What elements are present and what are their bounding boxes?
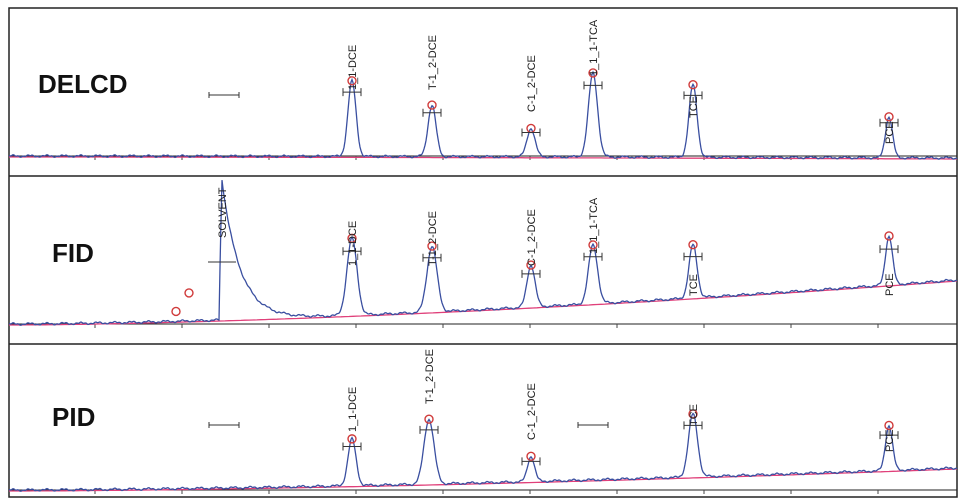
- peak-label: TCE: [688, 274, 700, 296]
- peak-label: 1_1_1-TCA: [588, 19, 600, 76]
- peak-marker: [347, 434, 357, 444]
- panel-pid: PID 1_1-DCE T-1_2-DCE C-1_2-DCE TCE PCE: [8, 343, 958, 494]
- peak-marker: [884, 112, 894, 122]
- peak-label: C-1_2-DCE: [526, 55, 538, 112]
- panel-fid: FID SOLVENT 1_1-DCE T-1_2-DCE C-1_2-DCE 1_1_1…: [8, 175, 958, 328]
- peak-marker: [884, 231, 894, 241]
- peak-marker: [688, 80, 698, 90]
- peak-marker: [427, 100, 437, 110]
- signal-series: [8, 180, 958, 326]
- signal-series: [8, 70, 958, 160]
- peak-label: PCE: [884, 273, 896, 296]
- peak-marker: [588, 68, 598, 78]
- peak-marker: [526, 451, 536, 462]
- peak-label: PCE: [884, 121, 896, 144]
- peak-marker: [427, 241, 437, 251]
- peak-label: 1_1_1-TCA: [588, 197, 600, 254]
- peak-marker: [688, 239, 698, 250]
- peak-label: C-1_2-DCE: [526, 383, 538, 440]
- peak-label: 1_1-DCE: [347, 45, 359, 90]
- panel-label: PID: [52, 402, 95, 432]
- peak-label: 1_1-DCE: [347, 221, 359, 266]
- peak-label: T-1_2-DCE: [427, 211, 439, 266]
- panel-delcd: DELCD 1_1-DCE T-1_2-DCE C-1_2-DCE 1_1_1-TCA T…: [8, 19, 958, 160]
- peak-marker: [347, 233, 357, 244]
- peak-marker: [884, 420, 894, 431]
- peak-label: T-1_2-DCE: [424, 349, 436, 404]
- peak-label: C-1_2-DCE: [526, 209, 538, 266]
- peak-marker: [588, 240, 598, 250]
- peak-marker: [424, 414, 434, 424]
- signal-series: [8, 412, 958, 492]
- peak-label: SOLVENT: [217, 187, 229, 238]
- minor-peak-marker: [171, 306, 181, 317]
- peak-label: 1_1-DCE: [347, 387, 359, 432]
- panels-group: DELCD 1_1-DCE T-1_2-DCE C-1_2-DCE 1_1_1-TCA T…: [8, 7, 958, 498]
- figure-frame: [8, 7, 958, 498]
- peak-label: TCE: [688, 404, 700, 426]
- panel-label: FID: [52, 238, 94, 268]
- peak-label: TCE: [688, 96, 700, 118]
- peak-marker: [347, 76, 357, 86]
- peak-marker: [688, 409, 698, 419]
- panel-label: DELCD: [38, 69, 128, 99]
- peak-label: PCE: [884, 429, 896, 452]
- peak-marker: [526, 260, 536, 270]
- peak-label: T-1_2-DCE: [427, 35, 439, 90]
- minor-peak-marker: [184, 288, 194, 298]
